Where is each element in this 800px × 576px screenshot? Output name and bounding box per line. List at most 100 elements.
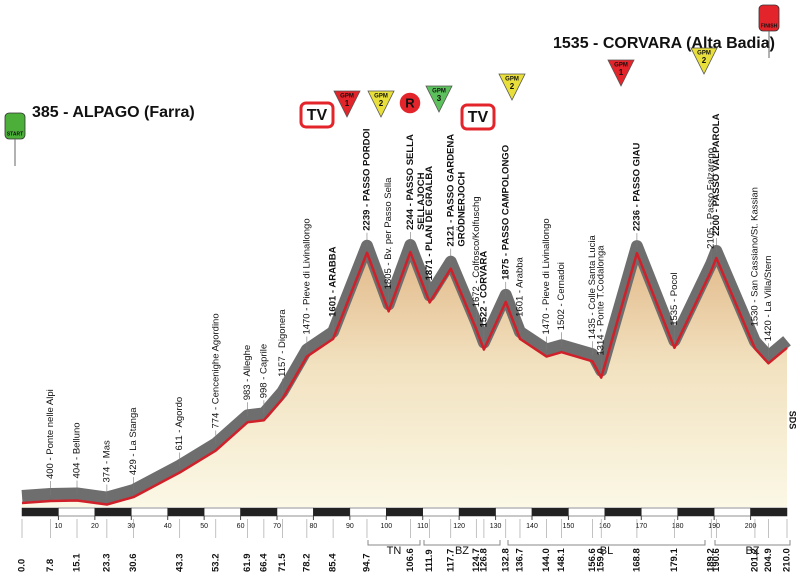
km-label: 117.7 [445, 549, 456, 572]
km-tick-label: 80 [310, 523, 318, 530]
km-tick-label: 20 [91, 523, 99, 530]
km-tick-label: 120 [453, 523, 465, 530]
sds-label: SDS [788, 411, 798, 430]
place-sublabel: GRÖDNERJOCH [456, 172, 467, 247]
profile-shade [21, 239, 791, 504]
start-label: 385 - ALPAGO (Farra) [32, 104, 195, 121]
badge [498, 73, 526, 101]
badge-text: GPM [340, 94, 354, 100]
km-label: 106.6 [405, 548, 416, 572]
badge-number: 1 [345, 99, 350, 108]
badge-text: GPM [432, 89, 446, 95]
km-label: 71.5 [277, 553, 288, 572]
place-label: 2200 - PASSO VALPAROLA [711, 113, 722, 236]
km-label: 144.0 [541, 548, 552, 572]
km-label: 204.9 [763, 548, 774, 572]
badge-number: 3 [437, 94, 442, 103]
km-label: 179.1 [669, 548, 680, 572]
badge-number: 1 [619, 68, 624, 77]
km-band [203, 507, 241, 517]
km-band [58, 507, 96, 517]
place-label: 774 - Cencenighe Agordino [210, 313, 221, 428]
place-label: 1470 - Pieve di Livinallongo [541, 218, 552, 334]
region-bracket [714, 540, 791, 546]
km-label: 132.8 [500, 548, 511, 572]
km-label: 148.1 [556, 548, 567, 572]
km-label: 126.8 [478, 548, 489, 572]
badge-text: GPM [614, 63, 628, 69]
badge [398, 91, 422, 115]
place-label: 1470 - Pieve di Livinallongo [301, 218, 312, 334]
place-label: 1420 - La Villa/Stern [763, 255, 774, 341]
place-label: 400 - Ponte nelle Alpi [45, 389, 56, 479]
badge-text: R [405, 95, 415, 110]
region-label: TN [387, 545, 402, 557]
km-tick-label: 50 [200, 523, 208, 530]
badge [333, 90, 361, 118]
km-band [386, 507, 423, 517]
place-label: 2236 - PASSO GIAU [631, 142, 642, 231]
km-tick-label: 40 [164, 523, 172, 530]
km-band [677, 507, 715, 517]
place-label: 611 - Agordo [174, 397, 185, 451]
badge [425, 85, 453, 113]
place-label: 2239 - PASSO PORDOI [361, 128, 372, 230]
badge-text: GPM [374, 94, 388, 100]
badge-number: 2 [510, 82, 515, 91]
km-label: 85.4 [328, 553, 339, 572]
km-tick-label: 160 [599, 523, 611, 530]
region-label: BZ [455, 545, 469, 557]
place-label: 983 - Alleghe [242, 345, 253, 400]
km-band [750, 507, 788, 517]
badge-text: TV [468, 109, 489, 126]
km-tick-label: 70 [273, 523, 281, 530]
place-label: 1601 - ARABBA [328, 246, 339, 317]
place-label: 1502 - Cernadoi [556, 262, 567, 330]
place-label: 1314 - Ponte T.Codalonga [596, 245, 607, 356]
place-label: 1805 - Bv. per Passo Sella [383, 177, 394, 289]
place-label: 1522 - CORVARA [478, 251, 489, 328]
place-label: 1875 - PASSO CAMPOLONGO [500, 145, 511, 280]
km-label: 61.9 [242, 554, 253, 573]
km-label: 94.7 [361, 554, 372, 573]
badge [607, 59, 635, 87]
badge-text: TV [307, 107, 328, 124]
km-label: 124.7 [471, 548, 482, 572]
place-label: 429 - La Stanga [128, 407, 139, 475]
km-tick-label: 60 [237, 523, 245, 530]
km-tick-label: 100 [380, 523, 392, 530]
place-label: 1530 - San Cassiano/St. Kassian [749, 187, 760, 326]
place-label: 1601 - Arabba [514, 256, 525, 316]
km-label: 159.0 [596, 548, 607, 572]
place-label: 2244 - PASSO SELLA [405, 134, 416, 230]
place-label: 1535 - Pocol [669, 272, 680, 325]
place-label: 404 - Belluno [72, 422, 83, 478]
km-tick-label: 90 [346, 523, 354, 530]
km-label: 53.2 [210, 554, 221, 573]
km-band [641, 507, 678, 517]
km-label: 111.9 [424, 549, 435, 572]
place-label: 1672 - Colfosco/Kolfuschg [471, 196, 482, 307]
profile-line [21, 250, 788, 506]
profile-area [22, 252, 787, 507]
km-band [131, 507, 168, 517]
region-bracket [423, 540, 501, 546]
badge-text: FINISH [761, 23, 778, 29]
badge-text: GPM [505, 77, 519, 83]
km-tick-label: 140 [526, 523, 538, 530]
place-label: 1871 - PLAN DE GRALBA [424, 166, 435, 281]
region-label: BZ [745, 545, 759, 557]
km-label: 201.2 [749, 548, 760, 572]
badge-text: START [7, 131, 23, 137]
km-label: 23.3 [101, 554, 112, 573]
km-tick-label: 200 [745, 523, 757, 530]
badge-text: GPM [697, 51, 711, 57]
km-label: 30.6 [128, 554, 139, 573]
km-tick-label: 130 [490, 523, 502, 530]
place-label: 998 - Caprile [258, 344, 269, 398]
km-label: 168.8 [631, 548, 642, 572]
place-label: 1157 - Digonera [277, 309, 288, 377]
km-band [313, 507, 351, 517]
km-band [349, 507, 387, 517]
place-label: 374 - Mas [101, 440, 112, 482]
